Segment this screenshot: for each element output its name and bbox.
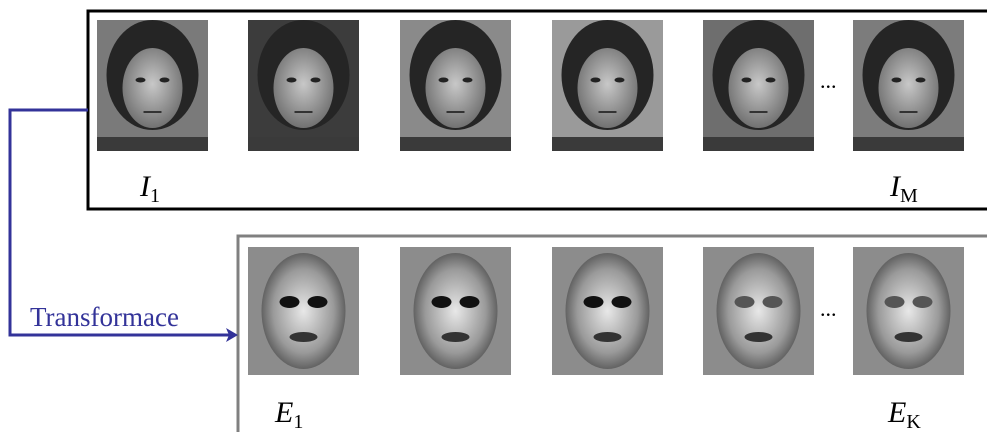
feature [763, 296, 783, 308]
face [717, 253, 801, 369]
shoulders [248, 137, 359, 151]
feature [913, 296, 933, 308]
symbol: E [274, 396, 293, 429]
label: EK [887, 396, 921, 432]
eigenface-image [703, 247, 814, 375]
shoulders [853, 137, 964, 151]
eye [892, 78, 902, 83]
label: E1 [274, 396, 303, 432]
face [729, 48, 789, 128]
feature [442, 332, 470, 342]
feature [885, 296, 905, 308]
face-image [97, 20, 208, 151]
face [274, 48, 334, 128]
label: IM [889, 170, 918, 207]
subscript: M [900, 185, 918, 207]
face-image [703, 20, 814, 151]
face [879, 48, 939, 128]
ellipsis: ... [820, 296, 837, 321]
face-image [853, 20, 964, 151]
shoulders [552, 137, 663, 151]
feature [584, 296, 604, 308]
face [566, 253, 650, 369]
eye [287, 78, 297, 83]
eye [916, 78, 926, 83]
feature [290, 332, 318, 342]
eigenface-image [552, 247, 663, 375]
eye [136, 78, 146, 83]
subscript: 1 [150, 185, 160, 207]
shoulders [97, 137, 208, 151]
face [414, 253, 498, 369]
ellipsis: ... [820, 68, 837, 93]
shoulders [400, 137, 511, 151]
face-image [552, 20, 663, 151]
feature [308, 296, 328, 308]
eye [463, 78, 473, 83]
feature [745, 332, 773, 342]
face-image [248, 20, 359, 151]
eigenface-images [248, 247, 964, 375]
subscript: K [906, 411, 921, 432]
feature [895, 332, 923, 342]
eye [160, 78, 170, 83]
eye [615, 78, 625, 83]
eye [591, 78, 601, 83]
eigenface-image [853, 247, 964, 375]
subscript: 1 [293, 411, 303, 432]
eigenface-image [400, 247, 511, 375]
face [867, 253, 951, 369]
feature [594, 332, 622, 342]
eye [439, 78, 449, 83]
feature [432, 296, 452, 308]
feature [612, 296, 632, 308]
feature [460, 296, 480, 308]
face [123, 48, 183, 128]
arrow-label: Transformace [30, 302, 179, 332]
label: I1 [139, 170, 160, 207]
eye [311, 78, 321, 83]
face [426, 48, 486, 128]
face [578, 48, 638, 128]
face [262, 253, 346, 369]
eye [766, 78, 776, 83]
shoulders [703, 137, 814, 151]
input-box [88, 11, 987, 209]
eye [742, 78, 752, 83]
feature [280, 296, 300, 308]
face-image [400, 20, 511, 151]
figure: Transformace ... ... I1 IM E1 EK [0, 0, 987, 432]
feature [735, 296, 755, 308]
page: Transformace ... ... I1 IM E1 EK (() => … [0, 0, 987, 432]
symbol: E [887, 396, 906, 429]
eigenface-image [248, 247, 359, 375]
